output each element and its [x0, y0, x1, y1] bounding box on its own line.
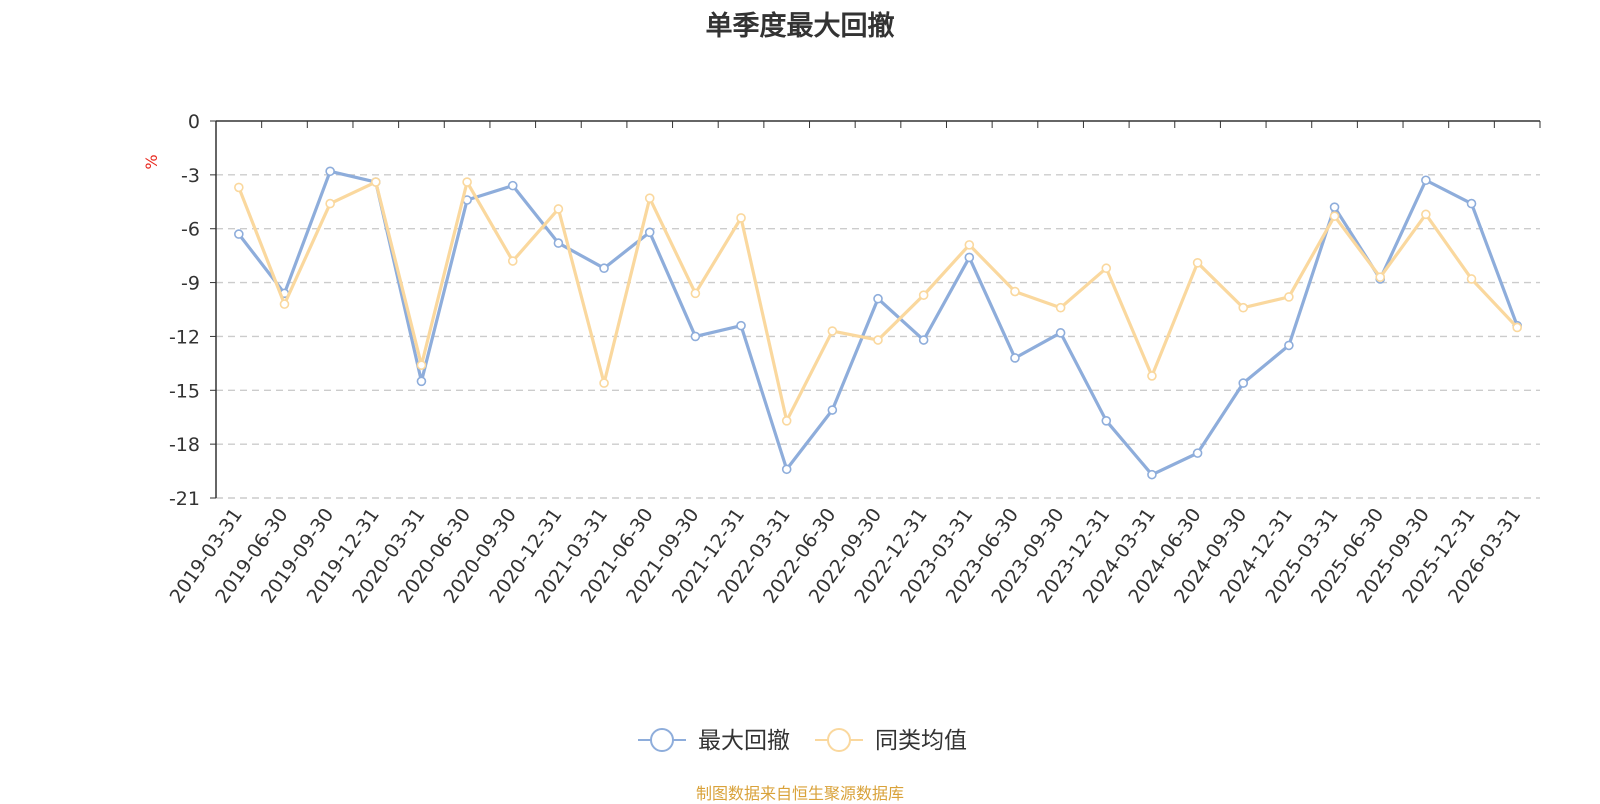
series-peer-average-point[interactable] — [1238, 302, 1249, 313]
series-peer-average-point[interactable] — [1055, 302, 1066, 313]
series-peer-average-point[interactable] — [599, 378, 609, 388]
series-peer-average-point[interactable] — [964, 240, 975, 250]
series-peer-average-point[interactable] — [1512, 322, 1522, 333]
series-peer-average-point[interactable] — [370, 177, 381, 187]
series-peer-average-point[interactable] — [781, 416, 792, 426]
legend-marker-peer-average — [827, 728, 851, 752]
series-max-drawdown-point[interactable] — [234, 229, 244, 239]
series-max-drawdown-point[interactable] — [1192, 448, 1203, 458]
series-max-drawdown-point[interactable] — [736, 320, 746, 331]
series-peer-average-point[interactable] — [690, 288, 701, 299]
series-peer-average-point[interactable] — [507, 256, 518, 266]
series-peer-average-point[interactable] — [1329, 211, 1340, 221]
legend-label-peer-average: 同类均值 — [875, 728, 967, 754]
series-peer-average-point[interactable] — [918, 290, 929, 300]
y-axis-unit-label: % — [142, 154, 161, 169]
series-peer-average-point[interactable] — [1101, 263, 1112, 274]
series-max-drawdown-point[interactable] — [325, 166, 335, 177]
series-max-drawdown-point[interactable] — [1238, 378, 1249, 388]
y-tick-label: -3 — [181, 165, 200, 187]
series-max-drawdown-point[interactable] — [827, 405, 838, 415]
series-max-drawdown-point[interactable] — [1466, 198, 1477, 209]
series-peer-average-point[interactable] — [279, 299, 290, 309]
y-tick-label: -18 — [169, 434, 200, 456]
series-peer-average-point[interactable] — [736, 213, 746, 223]
series-max-drawdown-point[interactable] — [1284, 340, 1294, 351]
legend-item-max-drawdown[interactable]: 最大回撤 — [638, 728, 790, 754]
line-chart: 0-3-6-9-12-15-18-212019-03-312019-06-302… — [142, 111, 1541, 754]
y-tick-label: 0 — [188, 111, 200, 133]
series-peer-average-point[interactable] — [1010, 286, 1020, 297]
y-tick-label: -9 — [181, 273, 200, 295]
legend-label-max-drawdown: 最大回撤 — [698, 728, 790, 754]
series-max-drawdown-point[interactable] — [599, 263, 609, 274]
series-max-drawdown-point[interactable] — [1147, 469, 1157, 480]
series-peer-average-point[interactable] — [325, 198, 335, 209]
series-max-drawdown-point[interactable] — [873, 293, 883, 304]
series-max-drawdown-point[interactable] — [416, 376, 427, 387]
series-max-drawdown-point[interactable] — [690, 331, 701, 342]
series-max-drawdown-point[interactable] — [553, 238, 564, 248]
series-peer-average-point[interactable] — [644, 193, 655, 203]
series-peer-average-point[interactable] — [1192, 258, 1203, 268]
series-lines — [234, 166, 1522, 480]
series-max-drawdown-point[interactable] — [1329, 202, 1340, 212]
data-source-note: 制图数据来自恒生聚源数据库 — [695, 784, 904, 803]
series-peer-average-point[interactable] — [1466, 274, 1477, 284]
series-max-drawdown-point[interactable] — [507, 180, 518, 191]
y-tick-label: -6 — [181, 219, 200, 241]
legend: 最大回撤 同类均值 — [638, 728, 967, 754]
series-max-drawdown-point[interactable] — [918, 335, 929, 345]
series-peer-average-point[interactable] — [1284, 292, 1294, 302]
series-max-drawdown-point[interactable] — [1421, 175, 1431, 186]
y-tick-label: -15 — [169, 380, 200, 402]
series-peer-average-point[interactable] — [1375, 272, 1386, 282]
legend-item-peer-average[interactable]: 同类均值 — [815, 728, 967, 754]
series-max-drawdown-point[interactable] — [1055, 328, 1066, 338]
series-peer-average-point[interactable] — [234, 182, 244, 193]
series-peer-average — [234, 177, 1522, 426]
series-max-drawdown-point[interactable] — [964, 252, 975, 263]
series-peer-average-point[interactable] — [1147, 371, 1157, 381]
series-peer-average-point[interactable] — [873, 335, 883, 345]
legend-marker-max-drawdown — [650, 728, 674, 752]
series-peer-average-point[interactable] — [827, 326, 838, 336]
series-peer-average-point[interactable] — [553, 204, 564, 214]
series-max-drawdown-point[interactable] — [1010, 353, 1020, 363]
series-max-drawdown — [234, 166, 1522, 480]
series-peer-average-point[interactable] — [1421, 209, 1431, 220]
series-peer-average-point[interactable] — [462, 177, 472, 187]
series-max-drawdown-point[interactable] — [781, 464, 792, 475]
y-tick-label: -21 — [169, 488, 200, 510]
series-max-drawdown-point[interactable] — [1101, 416, 1112, 426]
chart-title: 单季度最大回撤 — [705, 11, 895, 42]
series-peer-average-point[interactable] — [416, 360, 427, 370]
series-max-drawdown-point[interactable] — [644, 227, 655, 238]
y-tick-label: -12 — [169, 326, 200, 348]
